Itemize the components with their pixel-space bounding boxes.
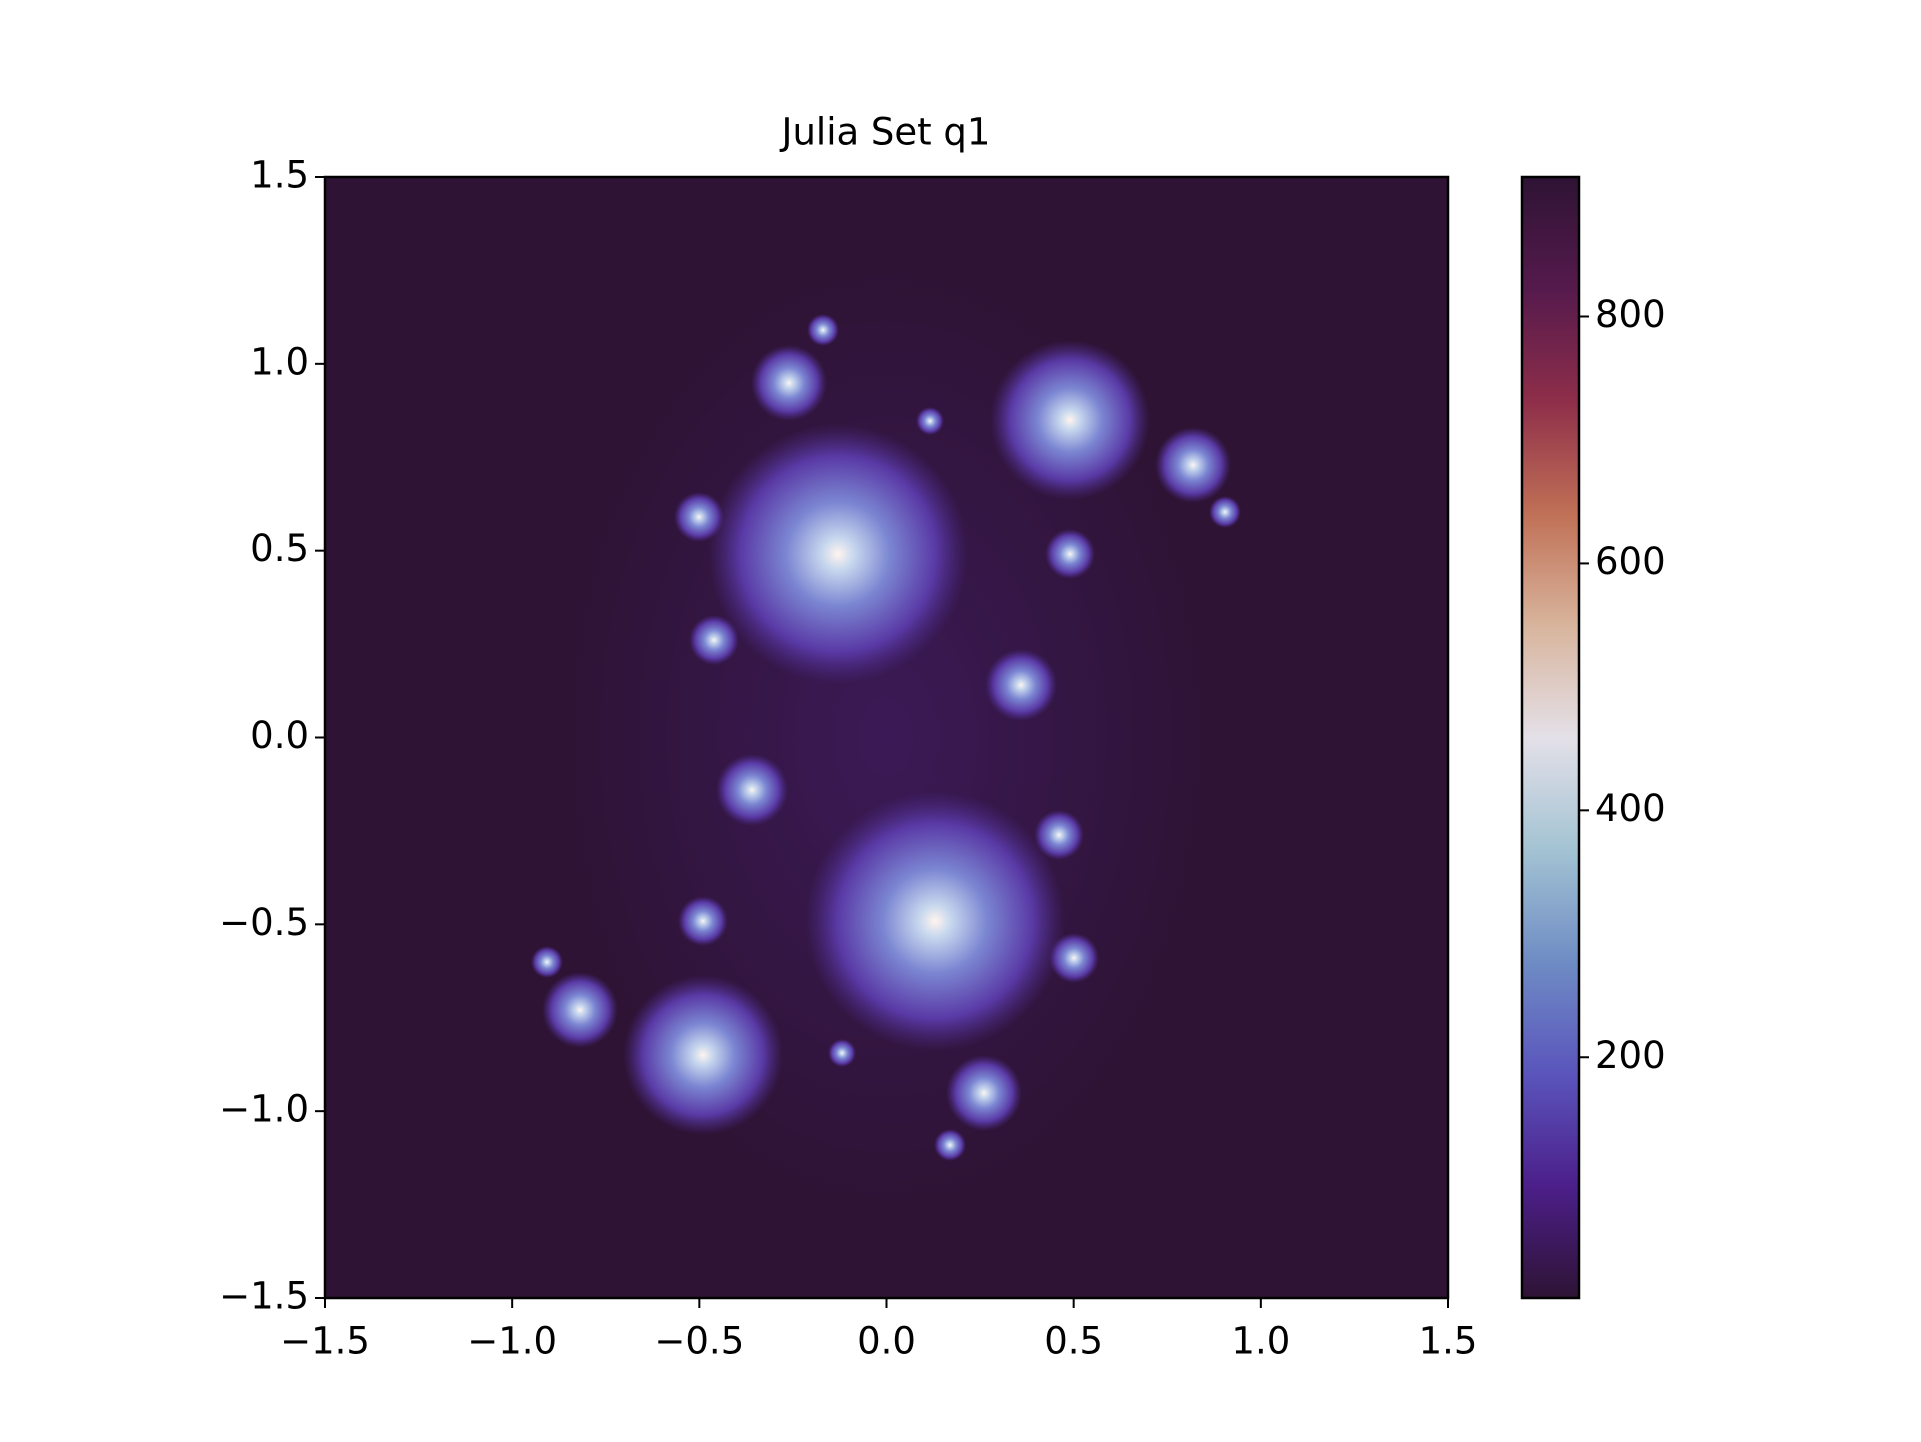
colorbar-tick-label: 600	[1595, 540, 1666, 583]
colorbar-tick-label: 400	[1595, 787, 1666, 830]
chart-title: Julia Set q1	[780, 111, 991, 154]
spiral	[985, 649, 1057, 721]
spiral	[1209, 496, 1241, 528]
y-tick-label: 1.0	[250, 340, 309, 383]
y-tick-label: 0.5	[250, 527, 309, 570]
spiral	[708, 424, 968, 684]
spiral	[542, 972, 618, 1048]
spiral	[805, 791, 1065, 1051]
x-tick-label: 1.0	[1231, 1320, 1290, 1363]
spiral	[946, 1055, 1022, 1131]
spiral	[689, 615, 739, 665]
colorbar	[1520, 175, 1581, 1300]
spiral	[990, 340, 1150, 500]
x-tick-label: −0.5	[654, 1320, 744, 1363]
spiral	[1049, 933, 1099, 983]
x-tick-label: −1.0	[467, 1320, 557, 1363]
spiral	[674, 492, 724, 542]
spiral	[751, 345, 827, 421]
spiral	[1045, 529, 1095, 579]
y-tick-label: −0.5	[219, 901, 309, 944]
x-tick-label: 0.0	[857, 1320, 916, 1363]
spiral	[807, 314, 839, 346]
colorbar-tick-label: 800	[1595, 293, 1666, 336]
spiral	[934, 1129, 966, 1161]
spiral	[916, 407, 944, 435]
spiral	[531, 946, 563, 978]
spiral	[1034, 810, 1084, 860]
spiral	[1155, 427, 1231, 503]
spiral	[828, 1039, 856, 1067]
x-tick-label: 1.5	[1419, 1320, 1478, 1363]
colorbar-tick-label: 200	[1595, 1034, 1666, 1077]
x-tick-label: −1.5	[280, 1320, 370, 1363]
y-tick-label: −1.0	[219, 1088, 309, 1131]
spiral	[678, 896, 728, 946]
fractal-image	[531, 257, 1241, 1217]
spiral	[716, 754, 788, 826]
x-tick-label: 0.5	[1044, 1320, 1103, 1363]
y-tick-label: 1.5	[250, 154, 309, 197]
y-tick-label: −1.5	[219, 1275, 309, 1318]
y-tick-label: 0.0	[250, 714, 309, 757]
spiral	[623, 975, 783, 1135]
